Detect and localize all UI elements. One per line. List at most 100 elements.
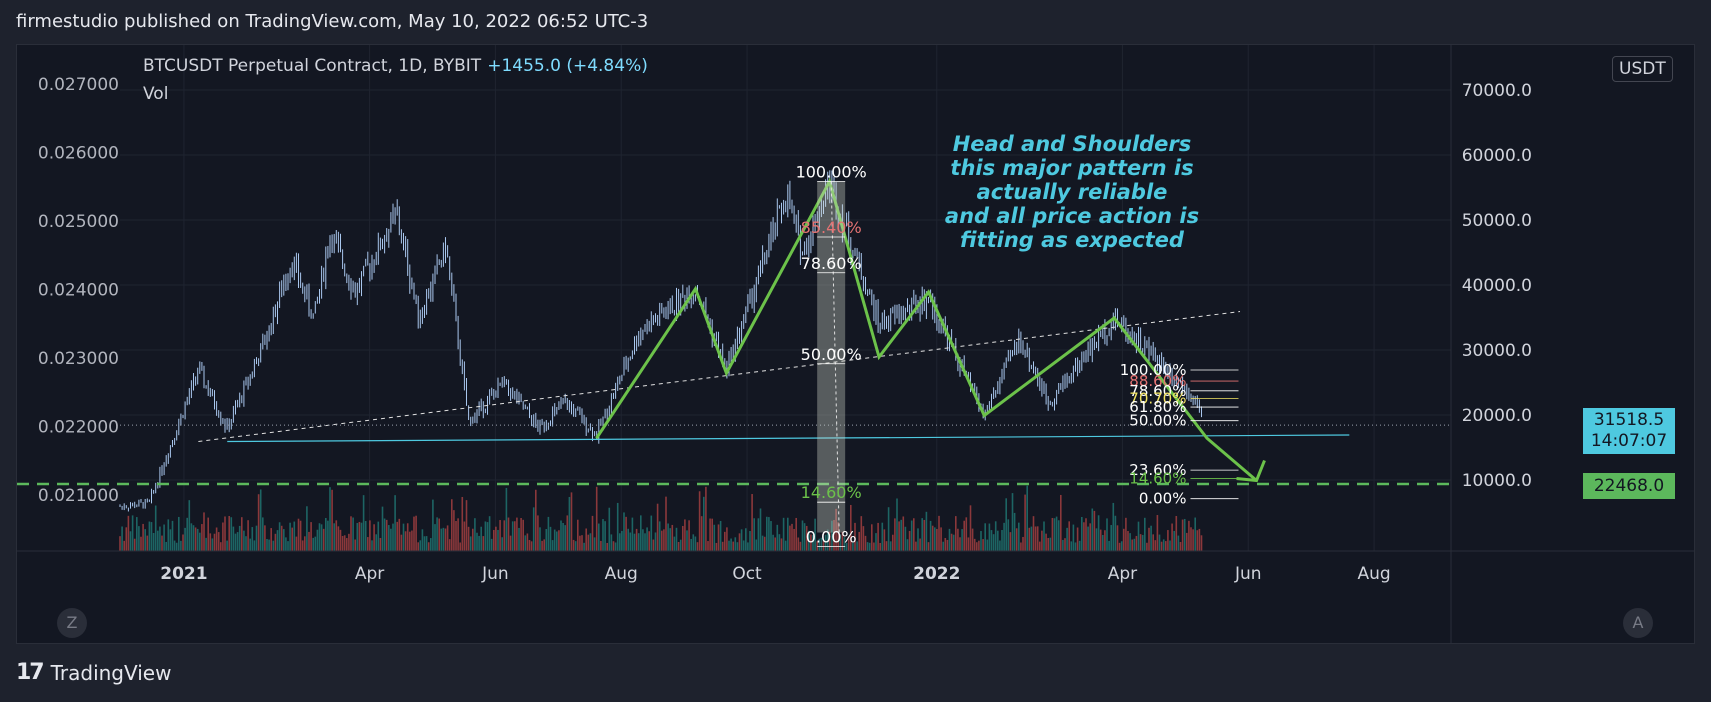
volume-bar — [906, 539, 909, 551]
volume-bar — [1116, 525, 1119, 551]
time-tick-label: Apr — [355, 564, 384, 584]
volume-bar — [373, 524, 375, 551]
volume-bar — [488, 516, 491, 551]
volume-bar — [1099, 529, 1102, 551]
volume-bar — [864, 535, 867, 551]
publish-info: firmestudio published on TradingView.com… — [16, 11, 649, 32]
volume-bar — [236, 532, 239, 551]
volume-bar — [1009, 532, 1012, 551]
volume-bar — [814, 518, 816, 551]
volume-bar — [280, 525, 283, 551]
volume-bar — [560, 520, 562, 551]
volume-bar — [511, 521, 514, 551]
volume-bar — [163, 524, 165, 551]
volume-bar — [266, 538, 268, 551]
volume-bar — [671, 524, 674, 551]
chart-legend: BTCUSDT Perpetual Contract, 1D, BYBIT +14… — [143, 56, 648, 76]
volume-bar — [992, 534, 995, 551]
price-chart[interactable]: 100.00% 85.40% 78.60% 50.00% 14.60% 0.00% 100.… — [17, 45, 1694, 643]
volume-bar — [327, 520, 329, 551]
volume-bar — [719, 520, 722, 551]
volume-bar — [482, 536, 485, 551]
volume-bar — [207, 517, 209, 551]
volume-bar — [642, 529, 644, 551]
volume-bar — [253, 540, 256, 551]
volume-bar — [577, 519, 579, 551]
volume-bar — [1141, 534, 1144, 551]
volume-bar — [679, 539, 682, 551]
last-price-value: 31518.5 — [1593, 410, 1665, 430]
volume-bar — [133, 538, 136, 551]
volume-bar — [1123, 528, 1125, 551]
volume-bar — [963, 520, 965, 551]
tradingview-logo-icon: 17 — [16, 660, 45, 685]
volume-bar — [843, 537, 846, 551]
auto-scale-button[interactable]: A — [1623, 608, 1653, 638]
volume-bar — [413, 516, 415, 551]
volume-bar — [490, 538, 493, 551]
volume-bar — [990, 530, 993, 551]
annotation-line: and all price action is — [945, 204, 1199, 228]
volume-bar — [644, 533, 646, 551]
volume-bar — [167, 519, 170, 551]
volume-bar — [1108, 540, 1110, 551]
volume-bar — [602, 519, 604, 551]
chart-panel[interactable]: 100.00% 85.40% 78.60% 50.00% 14.60% 0.00% 100.… — [16, 44, 1695, 644]
volume-bar — [847, 536, 850, 551]
volume-bar — [350, 516, 352, 551]
volume-bar — [440, 528, 443, 551]
volume-bar — [625, 516, 627, 551]
volume-bar — [1146, 542, 1148, 551]
volume-bar — [938, 515, 940, 551]
volume-bar — [140, 536, 142, 551]
volume-bar — [862, 526, 865, 551]
volume-bar — [1104, 530, 1106, 551]
volume-bar — [1091, 508, 1094, 551]
volume-bar — [627, 528, 629, 551]
volume-bar — [728, 540, 730, 551]
volume-bar — [595, 486, 598, 551]
volume-bar — [514, 521, 516, 551]
volume-bar — [1089, 523, 1091, 551]
volume-bar — [276, 530, 279, 551]
volume-bar — [392, 523, 394, 551]
volume-bar — [923, 519, 926, 551]
volume-bar — [438, 518, 440, 551]
left-ratio-tick-label: 0.023000 — [38, 349, 119, 369]
volume-bar — [757, 518, 760, 551]
volume-bar — [127, 515, 130, 551]
volume-bar — [1179, 542, 1182, 551]
volume-bar — [232, 526, 235, 551]
volume-bar — [696, 542, 699, 551]
volume-bar — [883, 529, 886, 551]
volume-bar — [593, 537, 596, 551]
volume-bar — [997, 530, 999, 551]
volume-bar — [566, 515, 569, 551]
volume-bar — [724, 531, 726, 551]
volume-bar — [144, 529, 146, 551]
volume-bar — [747, 542, 749, 551]
fib-trend-line — [830, 181, 840, 533]
volume-bar — [808, 530, 810, 551]
volume-bar — [472, 528, 474, 551]
currency-unit-button[interactable]: USDT — [1612, 56, 1673, 82]
volume-bar — [950, 533, 953, 551]
volume-bar — [1148, 527, 1150, 551]
volume-bar — [1078, 540, 1081, 551]
volume-bar — [967, 537, 970, 551]
volume-bar — [1152, 534, 1154, 551]
volume-bar — [421, 529, 424, 551]
bar-countdown: 14:07:07 — [1590, 431, 1668, 451]
volume-bar — [948, 528, 951, 551]
volume-bar — [971, 528, 974, 551]
volume-bar — [936, 528, 938, 551]
zoom-button[interactable]: Z — [57, 608, 87, 638]
volume-bar — [965, 517, 968, 551]
volume-bar — [606, 542, 608, 551]
volume-bar — [383, 518, 386, 551]
volume-bar — [873, 542, 875, 551]
volume-bar — [1158, 534, 1161, 551]
volume-bar — [211, 538, 214, 551]
drawing-overlays: 100.00% 85.40% 78.60% 50.00% 14.60% 0.00% 100.… — [17, 132, 1451, 547]
volume-bar — [154, 505, 157, 551]
